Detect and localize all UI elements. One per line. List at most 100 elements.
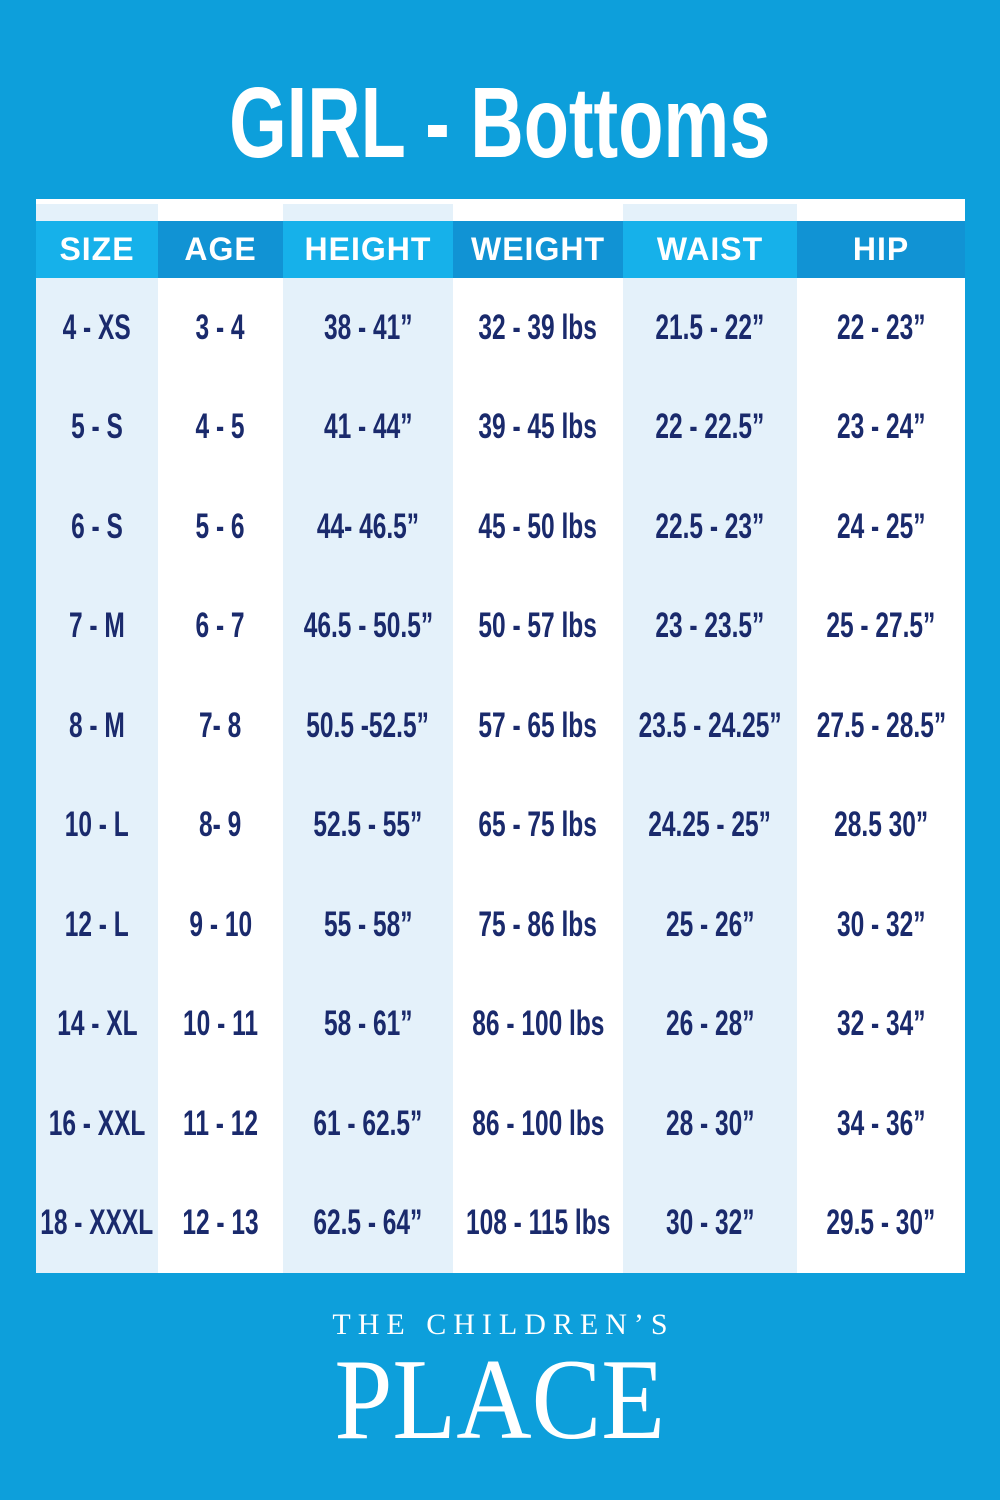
table-cell: 21.5 - 22” (623, 278, 797, 378)
cell-text: 50 - 57 lbs (478, 606, 598, 646)
table-cell: 6 - 7 (158, 576, 283, 676)
table-cell: 58 - 61” (283, 974, 453, 1074)
table-row: 6 - S 5 - 6 44- 46.5” 45 - 50 lbs 22.5 -… (36, 477, 965, 577)
cell-text: 32 - 34” (836, 1004, 926, 1044)
strip-segment (283, 204, 453, 221)
table-cell: 12 - 13 (158, 1173, 283, 1273)
table-cell: 86 - 100 lbs (453, 1074, 623, 1174)
cell-text: 55 - 58” (323, 904, 413, 944)
table-cell: 55 - 58” (283, 875, 453, 975)
cell-text: 28 - 30” (665, 1103, 755, 1143)
cell-text: 5 - 6 (195, 506, 246, 546)
cell-text: 52.5 - 55” (313, 805, 423, 845)
table-cell: 52.5 - 55” (283, 775, 453, 875)
cell-text: 4 - XS (62, 307, 132, 347)
table-cell: 45 - 50 lbs (453, 477, 623, 577)
table-row: 14 - XL 10 - 11 58 - 61” 86 - 100 lbs 26… (36, 974, 965, 1074)
table-cell: 23 - 24” (797, 377, 965, 477)
table-cell: 14 - XL (36, 974, 158, 1074)
strip-segment (623, 204, 797, 221)
cell-text: 61 - 62.5” (313, 1103, 423, 1143)
page-title: GIRL - Bottoms (0, 67, 1000, 179)
table-cell: 24 - 25” (797, 477, 965, 577)
cell-text: 8 - M (69, 705, 125, 745)
table-row: 10 - L 8- 9 52.5 - 55” 65 - 75 lbs 24.25… (36, 775, 965, 875)
table-cell: 23 - 23.5” (623, 576, 797, 676)
table-cell: 50.5 -52.5” (283, 676, 453, 776)
cell-text: 24.25 - 25” (648, 805, 772, 845)
table-cell: 12 - L (36, 875, 158, 975)
table-cell: 27.5 - 28.5” (797, 676, 965, 776)
cell-text: 57 - 65 lbs (478, 705, 598, 745)
cell-text: 75 - 86 lbs (478, 904, 598, 944)
cell-text: 86 - 100 lbs (471, 1103, 605, 1143)
cell-text: 7- 8 (199, 705, 242, 745)
table-row: 12 - L 9 - 10 55 - 58” 75 - 86 lbs 25 - … (36, 875, 965, 975)
table-cell: 34 - 36” (797, 1074, 965, 1174)
table-cell: 39 - 45 lbs (453, 377, 623, 477)
table-body: 4 - XS 3 - 4 38 - 41” 32 - 39 lbs 21.5 -… (36, 278, 965, 1273)
table-top-bar (36, 199, 965, 204)
table-cell: 23.5 - 24.25” (623, 676, 797, 776)
cell-text: 45 - 50 lbs (478, 506, 598, 546)
table-cell: 16 - XXL (36, 1074, 158, 1174)
cell-text: 108 - 115 lbs (465, 1203, 611, 1243)
table-cell: 26 - 28” (623, 974, 797, 1074)
table-cell: 50 - 57 lbs (453, 576, 623, 676)
cell-text: 50.5 -52.5” (306, 705, 430, 745)
strip-segment (453, 204, 623, 221)
cell-text: 58 - 61” (323, 1004, 413, 1044)
cell-text: 4 - 5 (195, 407, 246, 447)
table-cell: 30 - 32” (797, 875, 965, 975)
table-cell: 8 - M (36, 676, 158, 776)
table-cell: 7 - M (36, 576, 158, 676)
table-cell: 10 - L (36, 775, 158, 875)
table-cell: 22 - 23” (797, 278, 965, 378)
table-cell: 25 - 26” (623, 875, 797, 975)
table-row: 5 - S 4 - 5 41 - 44” 39 - 45 lbs 22 - 22… (36, 377, 965, 477)
table-cell: 62.5 - 64” (283, 1173, 453, 1273)
cell-text: 65 - 75 lbs (478, 805, 598, 845)
cell-text: 24 - 25” (836, 506, 926, 546)
cell-text: 10 - 11 (183, 1004, 258, 1044)
table-cell: 65 - 75 lbs (453, 775, 623, 875)
cell-text: 27.5 - 28.5” (816, 705, 946, 745)
table-cell: 5 - 6 (158, 477, 283, 577)
column-color-strip (36, 204, 965, 221)
table-cell: 3 - 4 (158, 278, 283, 378)
cell-text: 8- 9 (199, 805, 242, 845)
cell-text: 25 - 26” (665, 904, 755, 944)
table-cell: 44- 46.5” (283, 477, 453, 577)
table-cell: 18 - XXXL (36, 1173, 158, 1273)
table-cell: 24.25 - 25” (623, 775, 797, 875)
table-cell: 28.5 30” (797, 775, 965, 875)
cell-text: 23.5 - 24.25” (638, 705, 782, 745)
table-cell: 28 - 30” (623, 1074, 797, 1174)
header-cell-size: SIZE (36, 221, 158, 278)
cell-text: 46.5 - 50.5” (303, 606, 433, 646)
table-cell: 30 - 32” (623, 1173, 797, 1273)
table-cell: 32 - 39 lbs (453, 278, 623, 378)
header-cell-waist: WAIST (623, 221, 797, 278)
brand-logo-place: PLACE (334, 1336, 666, 1464)
cell-text: 6 - S (71, 506, 123, 546)
table-cell: 9 - 10 (158, 875, 283, 975)
brand-logo: THE CHILDREN’S PLACE (0, 1308, 1000, 1464)
cell-text: 9 - 10 (189, 904, 252, 944)
cell-text: 10 - L (64, 805, 129, 845)
table-cell: 10 - 11 (158, 974, 283, 1074)
table-cell: 22 - 22.5” (623, 377, 797, 477)
table-cell: 32 - 34” (797, 974, 965, 1074)
cell-text: 41 - 44” (323, 407, 413, 447)
cell-text: 6 - 7 (195, 606, 246, 646)
cell-text: 23 - 23.5” (655, 606, 765, 646)
table-cell: 7- 8 (158, 676, 283, 776)
cell-text: 22 - 23” (836, 307, 926, 347)
table-cell: 75 - 86 lbs (453, 875, 623, 975)
table-cell: 57 - 65 lbs (453, 676, 623, 776)
header-cell-hip: HIP (797, 221, 965, 278)
cell-text: 12 - L (64, 904, 129, 944)
cell-text: 34 - 36” (836, 1103, 926, 1143)
table-row: 18 - XXXL 12 - 13 62.5 - 64” 108 - 115 l… (36, 1173, 965, 1273)
strip-segment (36, 204, 158, 221)
